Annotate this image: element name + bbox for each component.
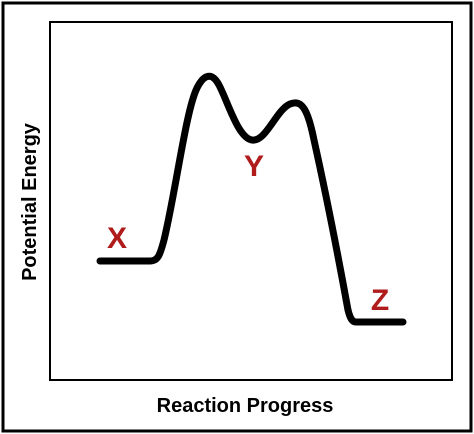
label-x: X <box>107 222 127 255</box>
x-axis-label: Reaction Progress <box>157 395 334 417</box>
energy-curve <box>96 72 407 326</box>
label-y: Y <box>244 150 264 183</box>
plot-frame <box>49 21 453 381</box>
y-axis-label: Potential Energy <box>19 122 41 281</box>
label-z: Z <box>371 284 389 317</box>
